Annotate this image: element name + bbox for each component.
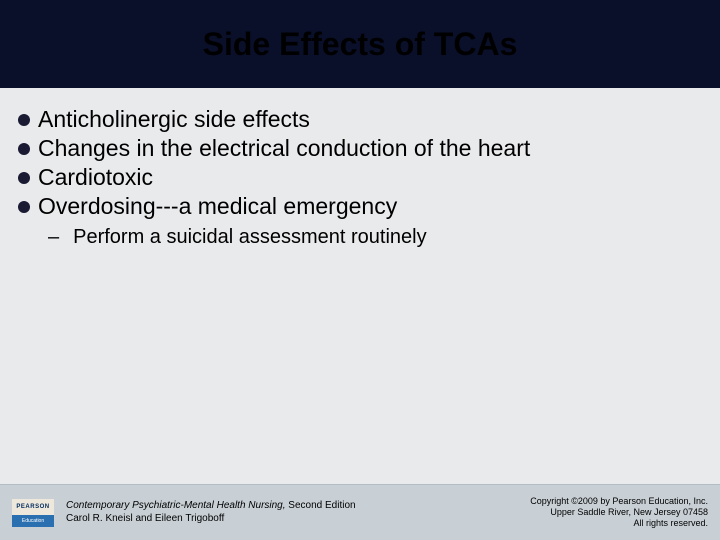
book-title: Contemporary Psychiatric-Mental Health N…	[66, 500, 286, 511]
slide-title: Side Effects of TCAs	[203, 26, 518, 63]
bullet-icon	[18, 172, 30, 184]
book-edition: Second Edition	[286, 500, 356, 511]
dash-icon: –	[48, 226, 59, 249]
publisher-logo: PEARSON Education	[12, 499, 54, 527]
content-area: Anticholinergic side effects Changes in …	[0, 88, 720, 249]
copyright: Copyright ©2009 by Pearson Education, In…	[530, 496, 708, 530]
bullet-item: Changes in the electrical conduction of …	[18, 135, 702, 162]
bullet-icon	[18, 201, 30, 213]
book-authors: Carol R. Kneisl and Eileen Trigoboff	[66, 513, 530, 526]
copyright-line: Copyright ©2009 by Pearson Education, In…	[530, 496, 708, 507]
logo-bottom: Education	[12, 515, 54, 527]
bullet-icon	[18, 114, 30, 126]
book-line-1: Contemporary Psychiatric-Mental Health N…	[66, 500, 530, 513]
bullet-item: Overdosing---a medical emergency	[18, 193, 702, 220]
bullet-item: Anticholinergic side effects	[18, 106, 702, 133]
footer: PEARSON Education Contemporary Psychiatr…	[0, 484, 720, 540]
bullet-icon	[18, 143, 30, 155]
bullet-text: Overdosing---a medical emergency	[38, 193, 397, 220]
logo-top: PEARSON	[12, 499, 54, 515]
book-info: Contemporary Psychiatric-Mental Health N…	[62, 500, 530, 525]
sub-bullet-text: Perform a suicidal assessment routinely	[73, 226, 426, 249]
bullet-text: Anticholinergic side effects	[38, 106, 310, 133]
title-band: Side Effects of TCAs	[0, 0, 720, 88]
bullet-text: Changes in the electrical conduction of …	[38, 135, 530, 162]
bullet-item: Cardiotoxic	[18, 164, 702, 191]
sub-bullet-item: – Perform a suicidal assessment routinel…	[48, 226, 702, 249]
copyright-line: All rights reserved.	[530, 518, 708, 529]
bullet-text: Cardiotoxic	[38, 164, 153, 191]
copyright-line: Upper Saddle River, New Jersey 07458	[530, 507, 708, 518]
footer-inner: PEARSON Education Contemporary Psychiatr…	[0, 485, 720, 540]
